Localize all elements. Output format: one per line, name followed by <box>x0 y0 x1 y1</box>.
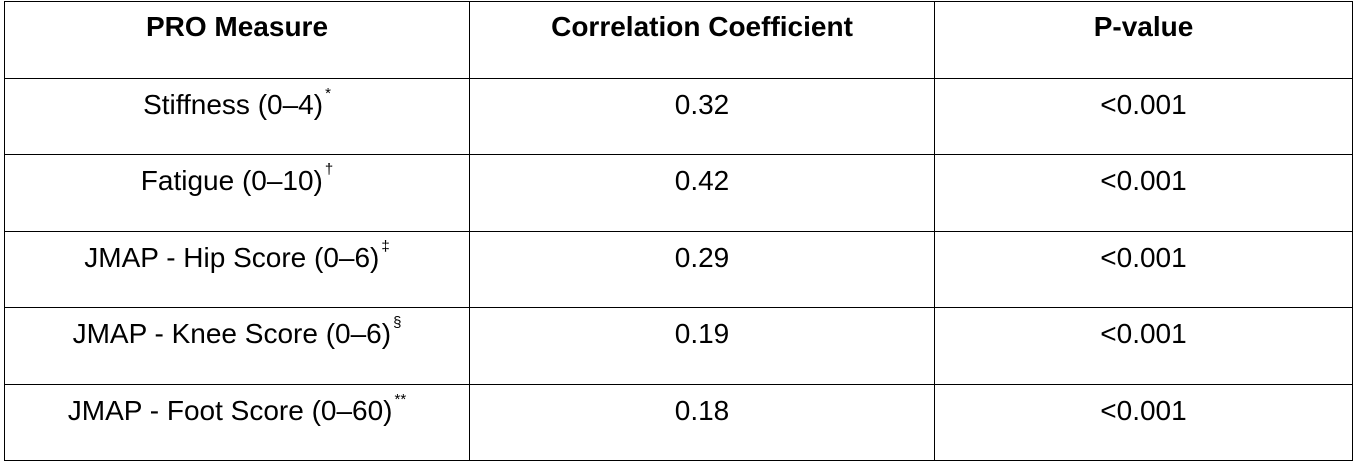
correlation-table-container: PRO Measure Correlation Coefficient P-va… <box>4 1 1353 461</box>
header-p-value: P-value <box>934 1 1353 79</box>
table-row: JMAP - Knee Score (0–6) § 0.19 <0.001 <box>4 307 1353 385</box>
footnote-mark: ** <box>394 390 407 408</box>
measure-label: Fatigue (0–10) <box>140 165 323 196</box>
p-value-cell: <0.001 <box>934 77 1353 155</box>
header-correlation-coefficient: Correlation Coefficient <box>469 1 935 79</box>
measure-label: Stiffness (0–4) <box>143 88 324 120</box>
measure-cell: Fatigue (0–10) † <box>4 154 470 232</box>
measure-cell: JMAP - Hip Score (0–6) ‡ <box>4 230 470 308</box>
p-value-cell: <0.001 <box>934 154 1353 232</box>
measure-label: JMAP - Knee Score (0–6) <box>72 318 392 349</box>
table-header-row: PRO Measure Correlation Coefficient P-va… <box>4 1 1353 79</box>
coefficient-cell: 0.19 <box>469 307 935 385</box>
coefficient-cell: 0.32 <box>469 77 935 155</box>
footnote-mark: * <box>325 84 331 102</box>
measure-label: JMAP - Foot Score (0–60) <box>67 394 393 426</box>
p-value-cell: <0.001 <box>934 383 1353 461</box>
footnote-mark: § <box>393 314 402 331</box>
footnote-mark: † <box>324 161 334 178</box>
measure-cell: JMAP - Knee Score (0–6) § <box>4 307 470 385</box>
coefficient-cell: 0.18 <box>469 383 935 461</box>
table-row: Fatigue (0–10) † 0.42 <0.001 <box>4 154 1353 232</box>
coefficient-cell: 0.42 <box>469 154 935 232</box>
measure-cell: Stiffness (0–4) * <box>4 77 470 155</box>
table-row: JMAP - Hip Score (0–6) ‡ 0.29 <0.001 <box>4 230 1353 308</box>
footnote-mark: ‡ <box>381 237 390 255</box>
table-row: Stiffness (0–4) * 0.32 <0.001 <box>4 77 1353 155</box>
coefficient-cell: 0.29 <box>469 230 935 308</box>
measure-label: JMAP - Hip Score (0–6) <box>84 241 380 273</box>
measure-cell: JMAP - Foot Score (0–60) ** <box>4 383 470 461</box>
header-pro-measure: PRO Measure <box>4 1 470 79</box>
correlation-table: PRO Measure Correlation Coefficient P-va… <box>4 1 1353 461</box>
p-value-cell: <0.001 <box>934 307 1353 385</box>
p-value-cell: <0.001 <box>934 230 1353 308</box>
table-row: JMAP - Foot Score (0–60) ** 0.18 <0.001 <box>4 383 1353 461</box>
